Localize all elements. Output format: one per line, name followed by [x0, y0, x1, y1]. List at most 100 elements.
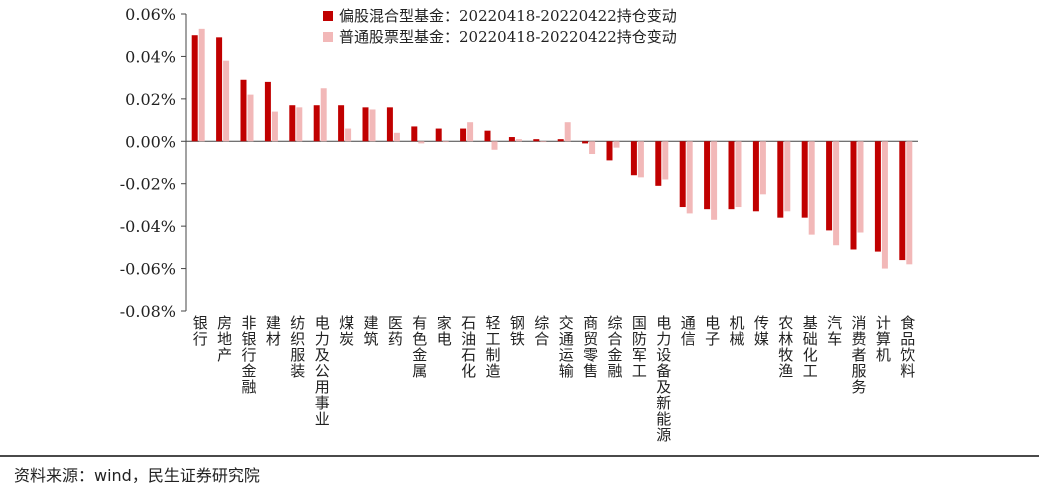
bar-chart: 0.06% 0.04% 0.02% 0.00% -0.02% -0.04% -0.06% -0…: [120, 5, 918, 444]
bar-series-1: [313, 105, 320, 142]
bar-series-2: [686, 141, 693, 214]
bar-series-1: [216, 37, 223, 142]
x-tick-label: 食品饮料: [900, 314, 915, 380]
bar-series-1: [899, 141, 906, 261]
bar-series-2: [637, 141, 644, 178]
bar-series-2: [564, 122, 571, 142]
x-tick-label: 传媒: [754, 314, 769, 348]
bar-series-2: [198, 28, 205, 142]
y-tick-label: 0.02%: [125, 90, 176, 109]
bar-series-1: [289, 105, 296, 142]
bar-series-1: [704, 141, 711, 210]
bar-series-2: [369, 109, 376, 142]
bar-series-2: [491, 141, 498, 150]
x-tick-label: 汽车: [827, 314, 842, 348]
bar-series-1: [484, 130, 491, 142]
bar-series-2: [833, 141, 840, 246]
source-note: 资料来源：wind，民生证券研究院: [14, 466, 260, 485]
bar-series-1: [679, 141, 686, 208]
x-tick-label: 机械: [729, 314, 744, 348]
bar-series-2: [247, 94, 254, 142]
bar-series-2: [589, 141, 596, 155]
bar-series-1: [508, 137, 515, 142]
bar-series-2: [418, 141, 425, 144]
x-tick-label: 银行: [193, 314, 208, 348]
x-tick-label: 综合金融: [607, 314, 622, 380]
bar-series-2: [223, 60, 230, 142]
bar-series-1: [826, 141, 833, 231]
y-tick-label: -0.08%: [120, 302, 176, 321]
x-tick-label: 农林牧渔: [778, 314, 793, 380]
bar-series-1: [240, 79, 247, 142]
bar-series-1: [533, 139, 540, 142]
bar-series-2: [662, 141, 669, 180]
bar-series-2: [345, 128, 352, 142]
y-tick-label: -0.02%: [120, 175, 176, 194]
bar-series-1: [777, 141, 784, 218]
bar-series-1: [191, 35, 198, 142]
x-tick-label: 家电: [437, 314, 452, 348]
x-tick-label: 电力及公用事业: [315, 314, 330, 428]
bar-series-2: [442, 141, 449, 143]
x-tick-label: 综合: [534, 314, 549, 348]
bar-series-2: [271, 111, 278, 142]
bar-series-2: [881, 141, 888, 269]
x-tick-label: 消费者服务: [851, 314, 866, 396]
source-divider: [0, 455, 1039, 457]
bar-series-2: [711, 141, 718, 220]
bar-series-2: [906, 141, 913, 265]
bar-series-1: [752, 141, 759, 212]
bar-series-2: [735, 141, 742, 208]
bar-series-1: [801, 141, 808, 218]
x-tick-label: 电子: [705, 314, 720, 348]
x-tick-label: 通信: [681, 314, 696, 348]
bar-series-1: [874, 141, 881, 252]
x-tick-label: 电力设备及新能源: [656, 314, 671, 444]
x-tick-label: 非银行金融: [241, 314, 256, 396]
bar-series-1: [728, 141, 735, 210]
x-tick-label: 房地产: [217, 314, 232, 364]
x-tick-label: 石油石化: [461, 314, 476, 380]
bar-series-2: [759, 141, 766, 195]
bar-series-1: [435, 128, 442, 142]
bar-series-2: [467, 122, 474, 142]
bar-series-2: [296, 107, 303, 142]
y-tick-label: -0.04%: [120, 217, 176, 236]
bar-series-1: [411, 126, 418, 142]
bar-series-2: [320, 88, 327, 142]
x-tick-label: 基础化工: [803, 314, 818, 380]
bar-series-2: [613, 141, 620, 148]
x-tick-label: 有色金属: [412, 314, 427, 380]
x-tick-label: 钢铁: [510, 314, 525, 348]
x-tick-label: 医药: [388, 314, 403, 348]
x-tick-label: 国防军工: [632, 314, 647, 380]
bar-series-2: [784, 141, 791, 212]
bar-series-2: [808, 141, 815, 235]
bar-series-2: [393, 132, 400, 142]
legend-label-series-1: 偏股混合型基金：20220418-20220422持仓变动: [339, 7, 677, 25]
y-tick-label: 0.00%: [125, 132, 176, 151]
x-tick-label: 交通运输: [559, 314, 574, 380]
x-tick-label: 建材: [266, 314, 281, 348]
bar-series-1: [362, 107, 369, 142]
bar-series-1: [606, 141, 613, 161]
x-tick-label: 商贸零售: [583, 314, 598, 380]
y-tick-label: 0.06%: [125, 5, 176, 24]
bar-series-1: [557, 139, 564, 142]
bar-series-1: [264, 81, 271, 142]
x-tick-label: 计算机: [876, 314, 891, 364]
bar-series-1: [386, 107, 393, 142]
y-tick-label: 0.04%: [125, 47, 176, 66]
x-tick-label: 纺织服装: [290, 314, 305, 380]
y-tick-label: -0.06%: [120, 260, 176, 279]
bar-series-2: [540, 141, 547, 143]
bar-series-1: [338, 105, 345, 142]
legend-swatch-series-1: [323, 11, 333, 21]
x-tick-label: 建筑: [363, 314, 378, 348]
x-tick-label: 煤炭: [339, 314, 354, 348]
legend-label-series-2: 普通股票型基金：20220418-20220422持仓变动: [339, 28, 677, 46]
legend-swatch-series-2: [323, 32, 333, 42]
x-tick-label: 轻工制造: [485, 314, 500, 380]
bar-series-2: [515, 139, 522, 142]
